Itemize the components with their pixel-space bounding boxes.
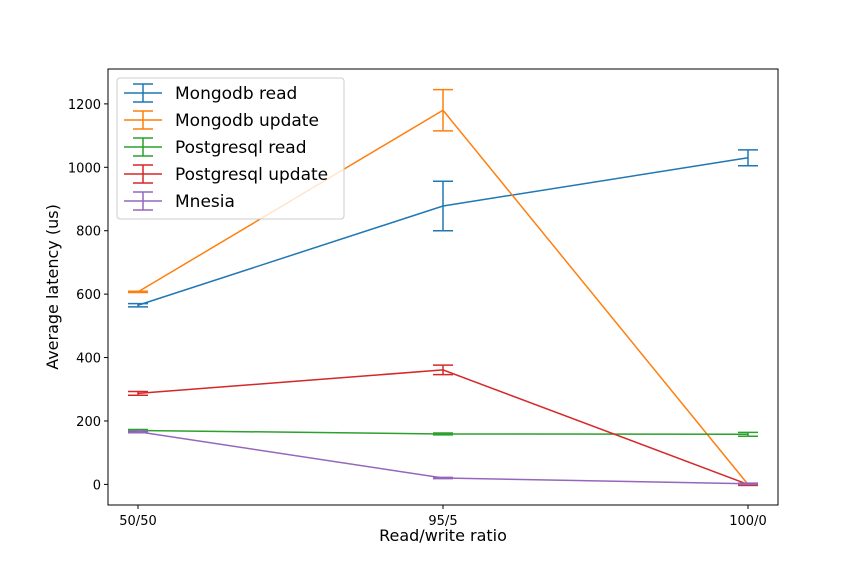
legend-label: Mnesia xyxy=(175,192,235,212)
legend-entry: Postgresql update xyxy=(124,164,328,185)
y-tick-label: 600 xyxy=(76,288,101,303)
error-bar xyxy=(738,431,758,437)
legend-entry: Mongodb read xyxy=(124,83,297,104)
error-bar xyxy=(128,390,148,397)
legend-entry: Mnesia xyxy=(124,191,235,212)
legend-entry: Postgresql read xyxy=(124,137,307,158)
error-bar xyxy=(738,149,758,167)
error-bar xyxy=(433,476,453,480)
legend-label: Postgresql update xyxy=(175,165,328,185)
error-bar xyxy=(433,180,453,232)
legend-label: Mongodb update xyxy=(175,111,319,131)
legend-entry: Mongodb update xyxy=(124,110,319,131)
error-bar xyxy=(433,432,453,436)
legend: Mongodb read Mongodb update Postgresql rea… xyxy=(116,77,345,220)
legend-label: Postgresql read xyxy=(175,138,307,158)
x-tick-label: 95/5 xyxy=(428,514,457,529)
y-tick-label: 200 xyxy=(76,415,101,430)
error-bar xyxy=(128,302,148,308)
y-tick-label: 1200 xyxy=(68,98,101,113)
error-bar xyxy=(738,482,758,486)
y-tick-label: 0 xyxy=(93,478,101,493)
error-bar xyxy=(128,290,148,294)
y-axis-label: Average latency (us) xyxy=(43,204,62,370)
x-tick-label: 50/50 xyxy=(119,514,156,529)
y-tick-label: 1000 xyxy=(68,161,101,176)
y-tick-label: 400 xyxy=(76,352,101,367)
series-line-4 xyxy=(137,431,749,485)
x-tick-label: 100/0 xyxy=(729,514,766,529)
error-bar xyxy=(433,364,453,376)
error-bar xyxy=(128,430,148,434)
legend-label: Mongodb read xyxy=(175,84,297,104)
y-tick-label: 800 xyxy=(76,225,101,240)
axes: 0 200 400 600 800 1000 1200 50/50 95/5 100/0 xyxy=(68,98,767,529)
plot-marks xyxy=(128,88,758,487)
error-bar xyxy=(433,88,453,132)
legend-box xyxy=(116,77,345,220)
series-line-3 xyxy=(137,369,749,486)
x-axis-label: Read/write ratio xyxy=(379,526,507,545)
